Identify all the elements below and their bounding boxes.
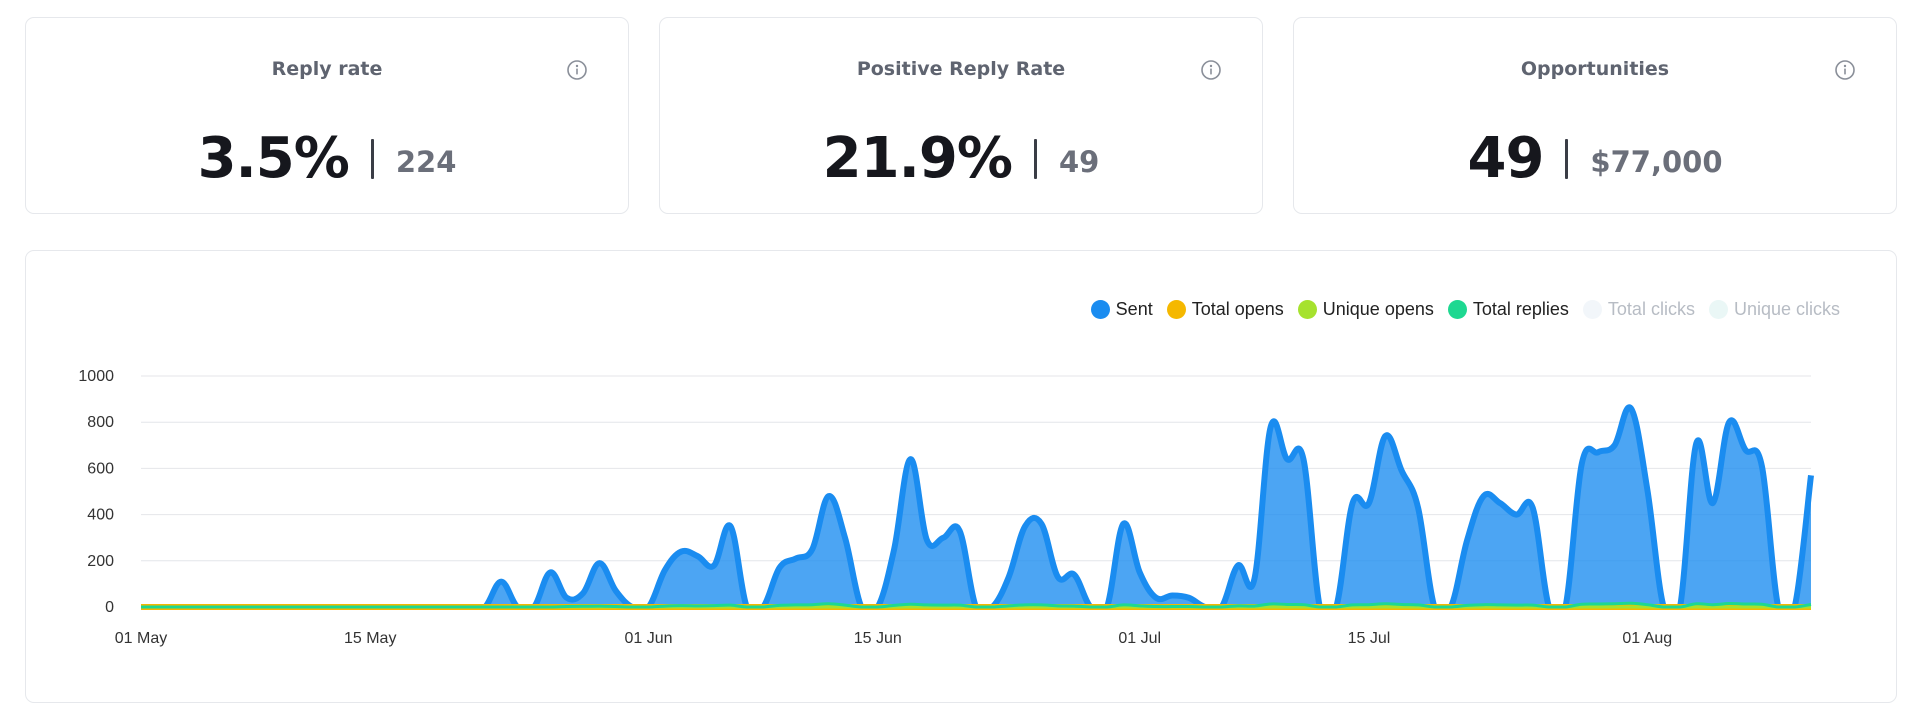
info-icon[interactable] (1200, 59, 1222, 81)
info-icon[interactable] (566, 59, 588, 81)
divider (1565, 138, 1569, 179)
x-tick-label: 01 Aug (1622, 630, 1672, 647)
y-tick-label: 1000 (78, 368, 114, 385)
x-tick-label: 01 Jul (1118, 630, 1161, 647)
divider (1033, 138, 1037, 179)
legend-dot (1447, 300, 1467, 319)
opportunities-card: Opportunities 49 $77,000 (1293, 17, 1897, 214)
x-tick-label: 15 Jul (1348, 630, 1391, 647)
reply-count: 224 (395, 144, 457, 179)
legend-dot (1166, 300, 1186, 319)
series-line-total-replies (141, 601, 1812, 609)
chart-legend: Sent Total opens Unique opens Total repl… (1077, 299, 1840, 320)
x-tick-label: 01 May (115, 630, 167, 647)
positive-reply-rate-card: Positive Reply Rate 21.9% 49 (659, 17, 1263, 214)
activity-area-chart[interactable]: 0 200 400 600 800 1000 01 May 15 May 01 Jun 15 Ju… (26, 251, 1896, 702)
x-tick-label: 15 Jun (854, 630, 902, 647)
positive-reply-rate-value: 21.9% (822, 126, 1013, 191)
activity-chart-card: Sent Total opens Unique opens Total repl… (25, 250, 1897, 703)
legend-label: Sent (1115, 299, 1153, 319)
opportunities-value: 49 (1467, 126, 1544, 191)
series-area-sent (141, 407, 1811, 607)
positive-reply-count: 49 (1058, 144, 1100, 179)
stat-row: 49 $77,000 (1294, 126, 1896, 191)
y-tick-label: 0 (105, 599, 114, 616)
legend-label: Total replies (1472, 299, 1569, 319)
legend-item-sent[interactable]: Sent (1090, 299, 1153, 320)
stat-row: 3.5% 224 (26, 126, 628, 191)
divider (370, 138, 374, 179)
y-tick-label: 200 (87, 553, 114, 570)
legend-item-total-opens[interactable]: Total opens (1166, 299, 1284, 320)
info-icon[interactable] (1834, 59, 1856, 81)
card-title: Positive Reply Rate (856, 58, 1066, 80)
y-tick-label: 600 (87, 460, 114, 477)
y-tick-label: 800 (87, 414, 114, 431)
legend-item-total-replies[interactable]: Total replies (1447, 299, 1569, 320)
opportunities-amount: $77,000 (1590, 144, 1723, 179)
legend-item-unique-clicks[interactable]: Unique clicks (1708, 299, 1840, 320)
reply-rate-value: 3.5% (197, 126, 350, 191)
legend-label: Unique opens (1322, 299, 1434, 319)
legend-dot (1090, 300, 1110, 319)
legend-item-total-clicks[interactable]: Total clicks (1582, 299, 1695, 320)
card-title: Opportunities (1520, 58, 1670, 80)
x-tick-label: 15 May (344, 630, 396, 647)
legend-dot (1297, 300, 1317, 319)
x-tick-label: 01 Jun (625, 630, 673, 647)
legend-dot (1582, 300, 1602, 319)
legend-label: Total clicks (1607, 299, 1695, 319)
legend-item-unique-opens[interactable]: Unique opens (1297, 299, 1434, 320)
legend-dot (1708, 300, 1728, 319)
legend-label: Total opens (1191, 299, 1284, 319)
card-title: Reply rate (271, 58, 383, 80)
reply-rate-card: Reply rate 3.5% 224 (25, 17, 629, 214)
y-tick-label: 400 (87, 507, 114, 524)
legend-label: Unique clicks (1733, 299, 1840, 319)
stat-row: 21.9% 49 (660, 126, 1262, 191)
series-line-sent (141, 404, 1814, 610)
